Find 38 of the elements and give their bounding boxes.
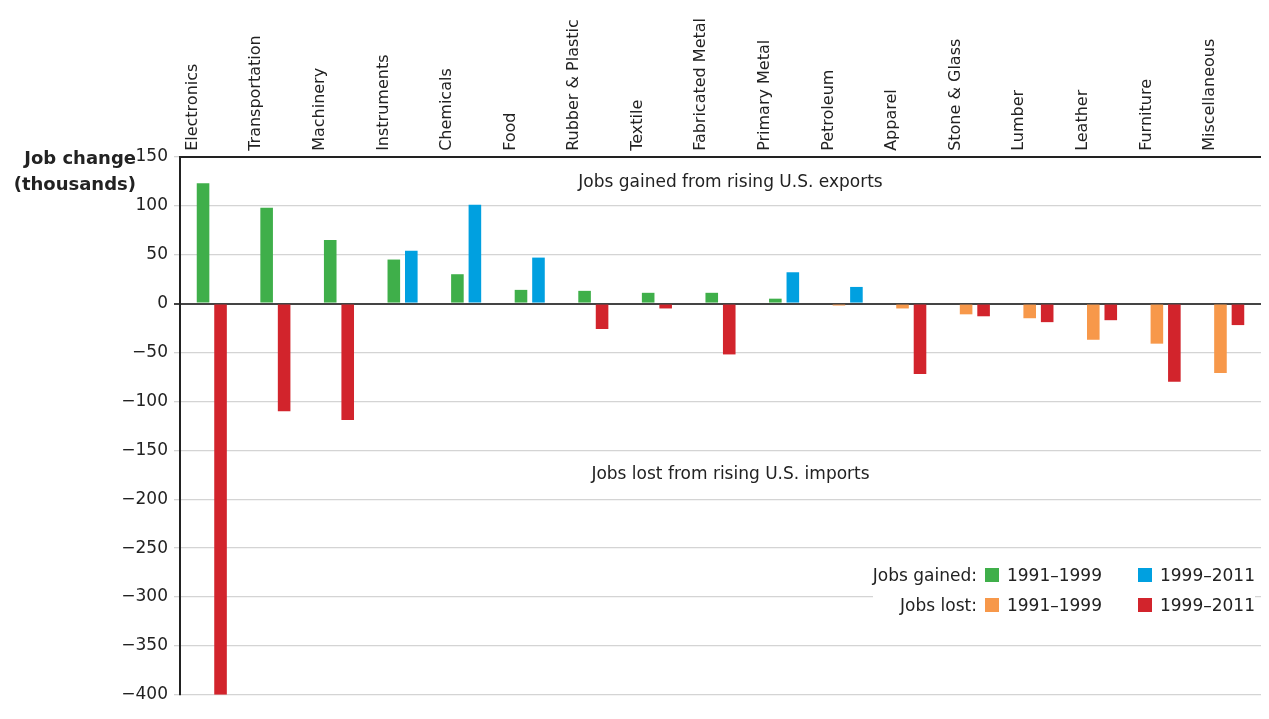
legend-label: 1999–2011 <box>1159 594 1255 615</box>
y-tick-label: −150 <box>121 438 168 459</box>
annotation: Jobs gained from rising U.S. exports <box>577 171 883 192</box>
x-tick-label: Food <box>499 112 519 151</box>
x-tick-label: Transportation <box>245 35 265 152</box>
y-tick-label: −50 <box>132 340 168 361</box>
x-tick-label: Rubber & Plastic <box>563 19 583 151</box>
y-tick-label: 50 <box>146 243 168 264</box>
x-tick-label: Lumber <box>1008 89 1028 151</box>
x-tick-label: Fabricated Metal <box>690 17 710 151</box>
x-tick-label: Stone & Glass <box>944 38 964 151</box>
y-tick-label: 150 <box>135 145 168 166</box>
x-tick-label: Leather <box>1071 89 1091 151</box>
x-tick-label: Machinery <box>308 67 328 151</box>
legend-label: 1999–2011 <box>1159 564 1255 585</box>
y-tick-label: 0 <box>157 291 168 312</box>
x-tick-label: Apparel <box>881 89 901 151</box>
x-tick-label: Textile <box>626 99 646 152</box>
legend-label: 1991–1999 <box>1006 564 1102 585</box>
annotation: Jobs lost: <box>898 594 977 615</box>
annotation: Jobs lost from rising U.S. imports <box>590 463 870 484</box>
y-axis-title: Job change (thousands) <box>12 145 136 196</box>
legend-label: 1991–1999 <box>1006 594 1102 615</box>
x-tick-label: Electronics <box>181 63 201 151</box>
x-tick-label: Chemicals <box>436 68 456 151</box>
y-tick-label: −250 <box>121 536 168 557</box>
y-tick-label: −100 <box>121 389 168 410</box>
annotation: Jobs gained: <box>872 564 977 585</box>
y-tick-label: −300 <box>121 585 168 606</box>
x-tick-label: Primary Metal <box>754 39 774 151</box>
x-tick-label: Miscellaneous <box>1199 38 1219 151</box>
x-tick-label: Petroleum <box>817 69 837 151</box>
y-tick-label: 100 <box>135 194 168 215</box>
x-tick-label: Furniture <box>1135 79 1155 151</box>
y-tick-label: −350 <box>121 634 168 655</box>
y-tick-label: −400 <box>121 683 168 704</box>
y-tick-label: −200 <box>121 487 168 508</box>
x-tick-label: Instruments <box>372 54 392 151</box>
